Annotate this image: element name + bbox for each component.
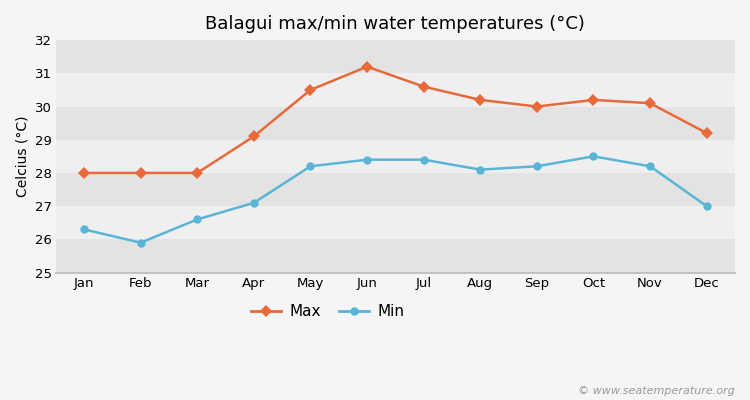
Text: © www.seatemperature.org: © www.seatemperature.org: [578, 386, 735, 396]
Max: [646, 101, 655, 106]
Min: [306, 164, 315, 169]
Max: [476, 98, 484, 102]
Min: [193, 217, 202, 222]
Min: [80, 227, 88, 232]
Line: Max: Max: [80, 62, 711, 177]
Min: [419, 157, 428, 162]
Max: [532, 104, 542, 109]
Legend: Max, Min: Max, Min: [244, 298, 410, 325]
Min: [532, 164, 542, 169]
Min: [646, 164, 655, 169]
Bar: [56, 206, 735, 239]
Max: [702, 131, 711, 136]
Max: [80, 170, 88, 175]
Bar: [56, 140, 735, 173]
Bar: [56, 40, 735, 73]
Min: [249, 200, 258, 205]
Max: [193, 170, 202, 175]
Min: [589, 154, 598, 159]
Min: [702, 204, 711, 208]
Line: Min: Min: [80, 152, 711, 247]
Min: [476, 167, 484, 172]
Min: [362, 157, 371, 162]
Max: [249, 134, 258, 139]
Y-axis label: Celcius (°C): Celcius (°C): [15, 116, 29, 197]
Title: Balagui max/min water temperatures (°C): Balagui max/min water temperatures (°C): [206, 15, 585, 33]
Max: [306, 88, 315, 92]
Bar: [56, 106, 735, 140]
Bar: [56, 73, 735, 106]
Bar: [56, 239, 735, 272]
Min: [136, 240, 146, 245]
Max: [419, 84, 428, 89]
Max: [136, 170, 146, 175]
Max: [362, 64, 371, 69]
Bar: [56, 173, 735, 206]
Max: [589, 98, 598, 102]
